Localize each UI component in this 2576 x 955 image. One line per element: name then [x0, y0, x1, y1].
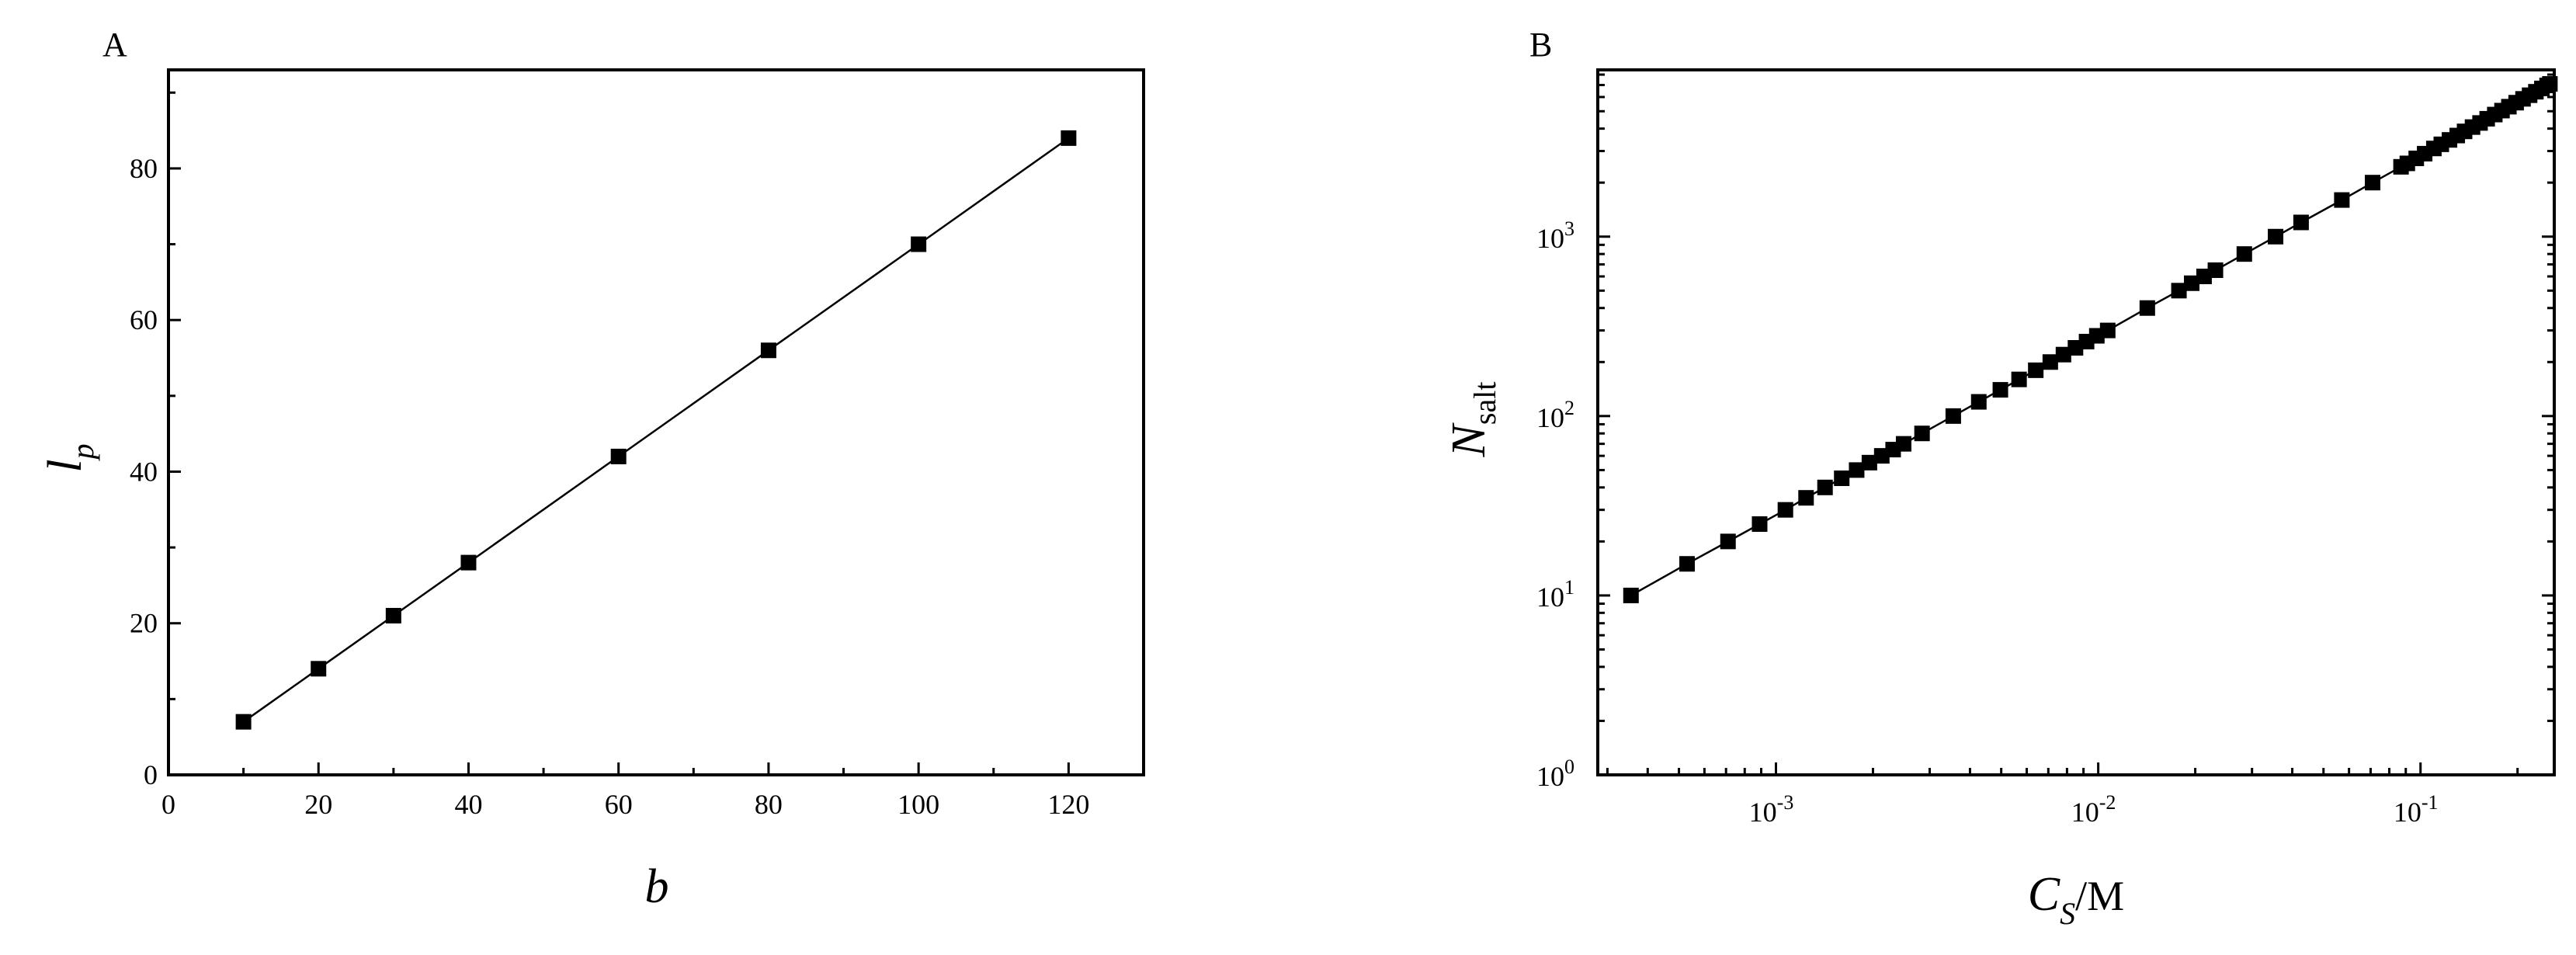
svg-text:lp: lp: [39, 443, 100, 472]
panel-b-data-point: [2011, 371, 2027, 387]
panel-b-data-point: [2542, 76, 2558, 92]
panel-b-y-tick-label: 101: [1536, 576, 1574, 613]
panel-a-x-axis-label: b: [645, 860, 669, 913]
panel-b-data-point: [1992, 382, 2008, 398]
panel-a-y-tick-label: 0: [144, 759, 158, 790]
panel-b-x-tick-label: 10-3: [1749, 791, 1794, 828]
panel-a-data-point: [460, 554, 477, 571]
panel-b-data-point: [1849, 462, 1865, 478]
panel-a: A 0 20 40 60 80 100 120 0 20 40 60 80 b lp: [39, 26, 1145, 913]
panel-b-data-point: [1720, 533, 1736, 550]
panel-a-x-tick-label: 120: [1047, 789, 1089, 820]
panel-b-data-point: [1861, 454, 1877, 471]
panel-b-x-axis-label-main: C: [2028, 868, 2060, 921]
panel-b-x-axis-label: CS/M: [2028, 868, 2124, 931]
panel-a-data-points: [235, 130, 1077, 730]
panel-b-data-point: [1914, 425, 1930, 442]
panel-a-series-line: [242, 137, 1070, 723]
panel-a-y-tick-label: 20: [130, 608, 158, 639]
panel-b-data-point: [1970, 394, 1987, 410]
panel-a-fit-line: [242, 137, 1070, 723]
svg-text:Nsalt: Nsalt: [1442, 382, 1502, 458]
panel-b-data-point: [1623, 587, 1639, 603]
panel-b-label: B: [1529, 26, 1552, 64]
panel-a-plot-frame: [167, 68, 1145, 776]
panel-b-data-point: [1679, 556, 1696, 572]
panel-b-y-tick-label: 103: [1536, 217, 1574, 254]
panel-a-x-tick-label: 20: [304, 789, 332, 820]
panel-a-label: A: [102, 26, 127, 64]
panel-b-data-point: [2207, 262, 2224, 278]
panel-a-data-point: [610, 448, 627, 464]
panel-b-data-point: [1798, 490, 1814, 506]
panel-b-data-point: [1751, 516, 1768, 532]
panel-b-data-point: [2184, 275, 2200, 291]
panel-b-x-tick-label: 10-1: [2394, 791, 2439, 828]
panel-b-data-point: [2293, 214, 2309, 231]
panel-a-y-tick-label: 80: [130, 153, 158, 184]
panel-a-y-axis-label-main: l: [39, 459, 92, 472]
panel-b-data-point: [2055, 346, 2071, 363]
panel-b-data-point: [2139, 300, 2155, 316]
panel-b-y-tick-label: 102: [1536, 397, 1574, 433]
panel-b-data-point: [2099, 322, 2116, 339]
panel-a-data-point: [911, 236, 927, 252]
panel-b-data-point: [2171, 283, 2187, 299]
panel-a-x-tick-label: 100: [897, 789, 939, 820]
panel-b-data-point: [1777, 502, 1793, 518]
panel-a-axes-ticks: 0 20 40 60 80 100 120 0 20 40 60 80: [130, 91, 1089, 820]
panel-b-data-point: [2334, 192, 2350, 208]
panel-b-y-axis-label-main: N: [1442, 422, 1495, 457]
panel-b-data-point: [2364, 175, 2380, 191]
panel-a-data-point: [1061, 130, 1077, 146]
panel-b-x-axis-label-unit: /M: [2075, 873, 2124, 919]
panel-b-data-point: [1817, 479, 1833, 495]
panel-b-x-axis-label-sub: S: [2060, 896, 2075, 931]
panel-a-data-point: [235, 714, 252, 730]
panel-b-y-axis-label: Nsalt: [1442, 382, 1502, 458]
panel-b-y-tick-label: 100: [1536, 755, 1574, 792]
panel-b-data-point: [2236, 246, 2252, 262]
panel-b-data-point: [1834, 470, 1850, 486]
panel-b-data-point: [2042, 354, 2058, 370]
panel-b-x-tick-label: 10-2: [2071, 791, 2116, 828]
panel-a-y-axis-label-sub: p: [65, 443, 100, 461]
panel-b-data-point: [1945, 408, 1961, 424]
panel-b: B 10-3 10-2 10-1 100 101 102 103 CS/M Nsalt: [1442, 26, 2558, 931]
panel-b-data-point: [2268, 228, 2284, 245]
panel-a-data-point: [760, 342, 776, 359]
panel-a-x-tick-label: 0: [161, 789, 175, 820]
panel-b-y-axis-label-sub: salt: [1467, 382, 1502, 425]
panel-a-y-tick-label: 40: [130, 456, 158, 487]
panel-a-y-axis-label: lp: [39, 443, 100, 472]
panel-a-x-tick-label: 60: [605, 789, 633, 820]
panel-a-data-point: [311, 661, 327, 677]
panel-a-x-tick-label: 80: [755, 789, 783, 820]
panel-b-data-point: [1895, 436, 1911, 452]
panel-a-data-point: [385, 607, 401, 623]
panel-b-plot-frame: [1596, 68, 2556, 776]
panel-b-axes-ticks: 10-3 10-2 10-1 100 101 102 103: [1536, 73, 2554, 828]
panel-a-y-tick-label: 60: [130, 304, 158, 335]
panel-b-data-points: [1623, 76, 2558, 603]
panel-b-data-point: [2028, 362, 2044, 378]
panel-a-x-tick-label: 40: [454, 789, 482, 820]
